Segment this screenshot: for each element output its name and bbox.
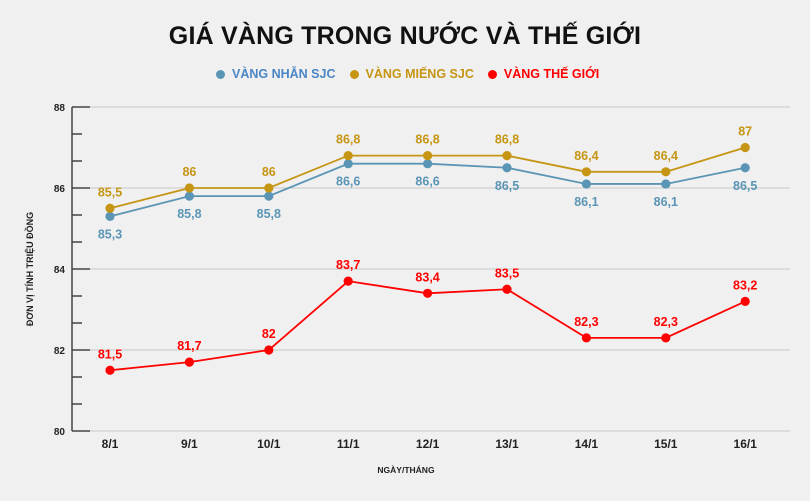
y-tick-label: 80: [54, 427, 66, 438]
data-point: [661, 167, 671, 177]
data-label: 86,1: [654, 195, 678, 209]
data-point: [423, 288, 433, 298]
x-axis-title: NGÀY/THÁNG: [377, 465, 435, 475]
data-point: [184, 357, 194, 367]
x-tick-label: 13/1: [495, 437, 519, 451]
data-label: 83,5: [495, 266, 519, 280]
data-point: [264, 191, 274, 201]
legend-label: VÀNG THẾ GIỚI: [503, 67, 600, 81]
y-tick-label: 88: [54, 103, 66, 114]
data-point: [264, 183, 274, 193]
legend-item-vang-mieng: VÀNG MIẾNG SJC: [349, 67, 474, 81]
data-point: [502, 284, 512, 294]
data-label: 85,8: [257, 207, 281, 221]
x-tick-label: 8/1: [102, 437, 119, 451]
data-point: [105, 211, 115, 221]
data-label: 83,2: [733, 278, 757, 292]
data-point: [423, 151, 433, 161]
data-point: [343, 276, 353, 286]
data-point: [502, 151, 512, 161]
y-tick-label: 84: [54, 265, 66, 276]
data-label: 86,8: [336, 133, 360, 147]
legend-item-vang-nhan: VÀNG NHẪN SJC: [216, 67, 336, 81]
data-point: [581, 179, 592, 189]
data-label: 82,3: [574, 315, 598, 329]
data-point: [581, 333, 592, 343]
legend-marker: [216, 69, 225, 79]
data-point: [105, 365, 115, 375]
data-label: 83,7: [336, 258, 360, 272]
chart-title: GIÁ VÀNG TRONG NƯỚC VÀ THẾ GIỚI: [168, 22, 642, 50]
y-tick-label: 82: [54, 346, 66, 357]
data-point: [740, 296, 750, 306]
data-label: 86,6: [336, 175, 360, 189]
x-tick-label: 9/1: [181, 437, 198, 451]
x-tick-label: 11/1: [337, 437, 360, 451]
data-point: [343, 159, 353, 169]
legend-marker: [349, 69, 359, 79]
data-label: 85,3: [98, 227, 122, 241]
data-point: [184, 183, 194, 193]
data-label: 86,5: [495, 179, 519, 193]
data-point: [740, 163, 750, 173]
data-label: 86,8: [415, 133, 439, 147]
x-tick-label: 14/1: [575, 437, 599, 451]
data-label: 85,5: [98, 185, 122, 199]
legend-label: VÀNG MIẾNG SJC: [365, 67, 474, 81]
x-tick-label: 16/1: [734, 437, 758, 451]
data-point: [661, 179, 671, 189]
data-point: [740, 142, 750, 153]
data-label: 83,4: [415, 270, 439, 284]
data-label: 86,4: [654, 149, 678, 163]
data-point: [423, 159, 433, 169]
data-label: 86,4: [574, 149, 598, 163]
data-label: 86,1: [574, 195, 598, 209]
data-label: 81,7: [177, 339, 201, 353]
data-point: [581, 167, 592, 177]
x-tick-label: 12/1: [416, 437, 440, 451]
data-label: 86,5: [733, 179, 757, 193]
data-label: 86: [262, 165, 276, 179]
data-label: 85,8: [177, 207, 201, 221]
legend: VÀNG NHẪN SJC VÀNG MIẾNG SJC VÀNG THẾ GI…: [216, 67, 599, 81]
data-label: 86,6: [415, 175, 439, 189]
legend-item-vang-the-gioi: VÀNG THẾ GIỚI: [487, 67, 600, 81]
data-point: [105, 203, 115, 213]
data-label: 86: [182, 165, 196, 179]
data-point: [264, 345, 274, 355]
data-point: [502, 163, 512, 173]
data-point: [343, 151, 353, 161]
x-tick-label: 15/1: [654, 437, 678, 451]
data-label: 87: [738, 125, 752, 139]
data-label: 86,8: [495, 133, 519, 147]
x-tick-label: 10/1: [257, 437, 281, 451]
data-point: [661, 333, 671, 343]
data-point: [184, 191, 194, 201]
y-axis-title: ĐƠN VỊ TÍNH TRIỆU ĐỒNG: [24, 212, 35, 326]
y-tick-label: 86: [54, 184, 66, 195]
data-label: 82: [262, 327, 276, 341]
data-label: 81,5: [98, 347, 122, 361]
legend-label: VÀNG NHẪN SJC: [232, 67, 336, 81]
legend-marker: [487, 69, 497, 79]
data-label: 82,3: [654, 315, 678, 329]
